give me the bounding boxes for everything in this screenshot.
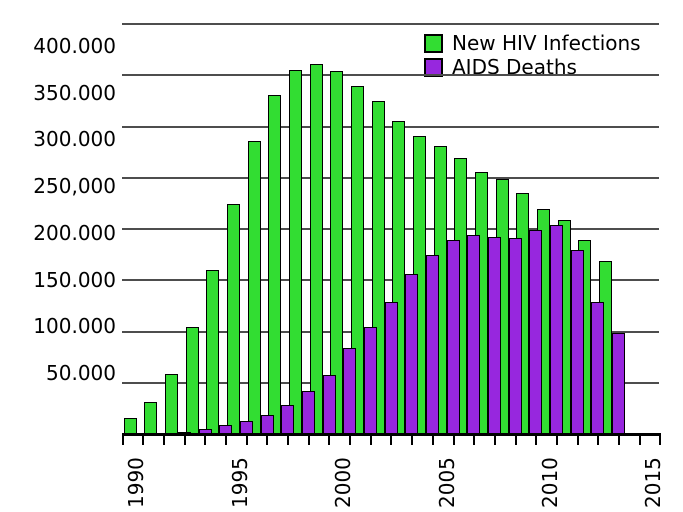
bar-aids-deaths-1998: [301, 390, 315, 434]
bar-aids-deaths-2000: [343, 347, 357, 434]
x-tick-2002: [390, 436, 393, 445]
x-tick-1995: [245, 436, 248, 445]
y-axis-label-400000: 400.000: [33, 34, 116, 58]
x-tick-2004: [431, 436, 434, 445]
bar-new-hiv-infections-1991: [144, 402, 158, 434]
y-axis-label-200000: 200.000: [33, 220, 116, 245]
bar-aids-deaths-2009: [529, 230, 543, 434]
x-tick-1989: [121, 436, 124, 445]
y-axis-label-300000: 300.000: [33, 127, 116, 152]
gridline-250000: [122, 176, 659, 179]
y-axis-label-100000: 100.000: [33, 314, 116, 339]
x-axis-label-2000: 2000: [331, 457, 356, 508]
bar-new-hiv-infections-1990: [123, 417, 137, 434]
x-axis-label-2010: 2010: [537, 457, 562, 508]
bar-new-hiv-infections-1998: [288, 70, 302, 434]
bar-aids-deaths-2004: [426, 254, 440, 434]
x-tick-2000: [349, 436, 352, 445]
legend-row-new-hiv-infections: New HIV Infections: [424, 31, 641, 55]
bar-aids-deaths-1995: [239, 420, 253, 434]
x-axis-label-1995: 1995: [227, 457, 252, 508]
x-tick-1994: [225, 436, 228, 445]
x-tick-2003: [411, 436, 414, 445]
x-tick-2009: [535, 436, 538, 445]
bar-aids-deaths-2012: [591, 301, 605, 434]
bar-aids-deaths-2003: [405, 274, 419, 434]
bar-new-hiv-infections-1997: [268, 94, 282, 434]
x-tick-2005: [452, 436, 455, 445]
x-tick-2010: [555, 436, 558, 445]
bar-aids-deaths-2005: [446, 240, 460, 434]
x-tick-2012: [597, 436, 600, 445]
x-tick-2007: [493, 436, 496, 445]
x-tick-2015: [659, 436, 662, 445]
gridline-400000: [122, 23, 659, 25]
y-axis-label-150000: 150.000: [33, 267, 116, 292]
x-tick-1991: [162, 436, 165, 445]
bar-aids-deaths-2008: [508, 238, 522, 434]
bar-new-hiv-infections-1993: [185, 327, 199, 434]
x-tick-1996: [266, 436, 269, 445]
gridline-300000: [122, 125, 659, 128]
x-axis-label-2015: 2015: [641, 457, 666, 508]
bar-aids-deaths-2011: [570, 249, 584, 434]
x-tick-2011: [576, 436, 579, 445]
x-tick-1999: [328, 436, 331, 445]
legend: New HIV Infections AIDS Deaths: [424, 31, 641, 79]
gridline-150000: [122, 279, 659, 282]
y-axis-label-50000: 50.000: [46, 360, 116, 385]
x-axis-label-1990: 1990: [124, 457, 149, 508]
x-axis-label-2005: 2005: [434, 457, 459, 508]
x-tick-1992: [183, 436, 186, 445]
gridline-350000: [122, 74, 659, 77]
bar-new-hiv-infections-1995: [226, 204, 240, 434]
x-tick-2008: [514, 436, 517, 445]
bar-new-hiv-infections-1999: [309, 63, 323, 434]
bar-aids-deaths-2013: [612, 332, 626, 434]
bar-aids-deaths-1997: [281, 405, 295, 434]
x-tick-1997: [287, 436, 290, 445]
legend-swatch-new-hiv-infections: [424, 33, 443, 53]
legend-label-new-hiv-infections: New HIV Infections: [452, 31, 641, 55]
gridline-200000: [122, 228, 659, 230]
x-tick-1993: [204, 436, 207, 445]
x-tick-2006: [473, 436, 476, 445]
bar-aids-deaths-2007: [488, 237, 502, 434]
bar-aids-deaths-1999: [322, 374, 336, 434]
x-tick-2013: [617, 436, 620, 445]
y-axis-label-350000: 350.000: [33, 80, 116, 105]
bar-new-hiv-infections-1994: [206, 270, 220, 434]
bar-new-hiv-infections-1996: [247, 140, 261, 434]
bar-aids-deaths-1996: [260, 414, 274, 434]
bar-aids-deaths-2002: [384, 301, 398, 434]
x-tick-2014: [638, 436, 641, 445]
x-tick-1990: [142, 436, 145, 445]
bar-new-hiv-infections-1992: [164, 373, 178, 434]
x-axis-line: [122, 433, 661, 436]
x-tick-2001: [369, 436, 372, 445]
x-tick-1998: [307, 436, 310, 445]
y-axis-label-250000: 250,000: [33, 174, 116, 199]
bar-aids-deaths-2001: [363, 327, 377, 434]
bar-aids-deaths-2006: [467, 235, 481, 434]
bar-aids-deaths-2010: [550, 224, 564, 434]
